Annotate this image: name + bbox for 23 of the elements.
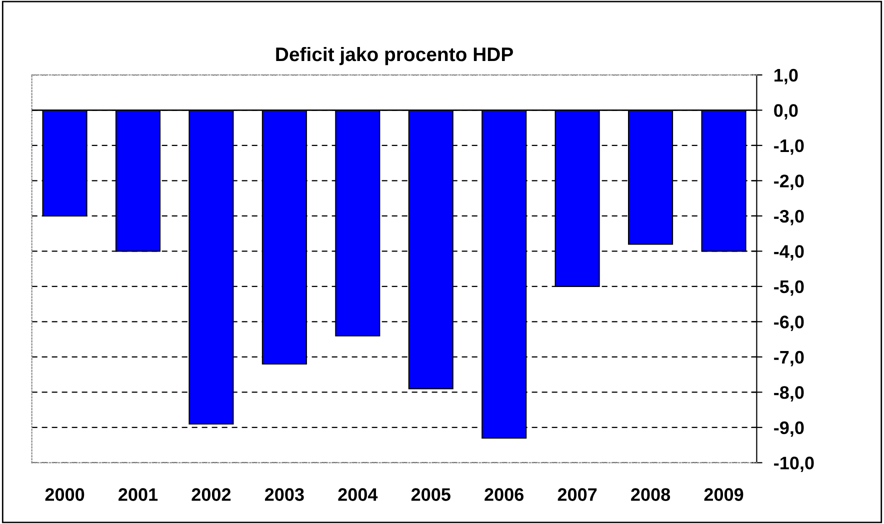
y-tick-label: -5,0 (774, 280, 804, 296)
y-tick-label: -1,0 (774, 139, 804, 155)
x-tick-label: 2007 (558, 488, 597, 501)
x-tick-label: 2008 (631, 488, 670, 501)
y-tick-label: -4,0 (774, 245, 804, 261)
y-tick-label: 1,0 (774, 68, 798, 84)
x-tick-label: 2006 (484, 488, 524, 501)
y-tick-label: -7,0 (774, 350, 804, 366)
x-tick-label: 2009 (704, 488, 744, 501)
x-tick-label: 2003 (264, 488, 304, 501)
x-tick-label: 2002 (192, 488, 231, 501)
y-tick-label: -3,0 (774, 210, 804, 226)
y-tick-label: -6,0 (774, 316, 804, 332)
x-tick-label: 2005 (411, 488, 450, 501)
y-tick-label: -2,0 (774, 174, 804, 190)
x-tick-label: 2001 (118, 488, 158, 501)
x-tick-label: 2000 (45, 488, 84, 501)
x-tick-label: 2004 (338, 488, 378, 501)
y-tick-label: 0,0 (774, 104, 798, 120)
y-tick-label: -10,0 (774, 456, 814, 472)
y-tick-label: -8,0 (774, 386, 804, 402)
y-tick-label: -9,0 (774, 421, 804, 437)
chart-title: Deficit jako procento HDP (276, 46, 513, 66)
